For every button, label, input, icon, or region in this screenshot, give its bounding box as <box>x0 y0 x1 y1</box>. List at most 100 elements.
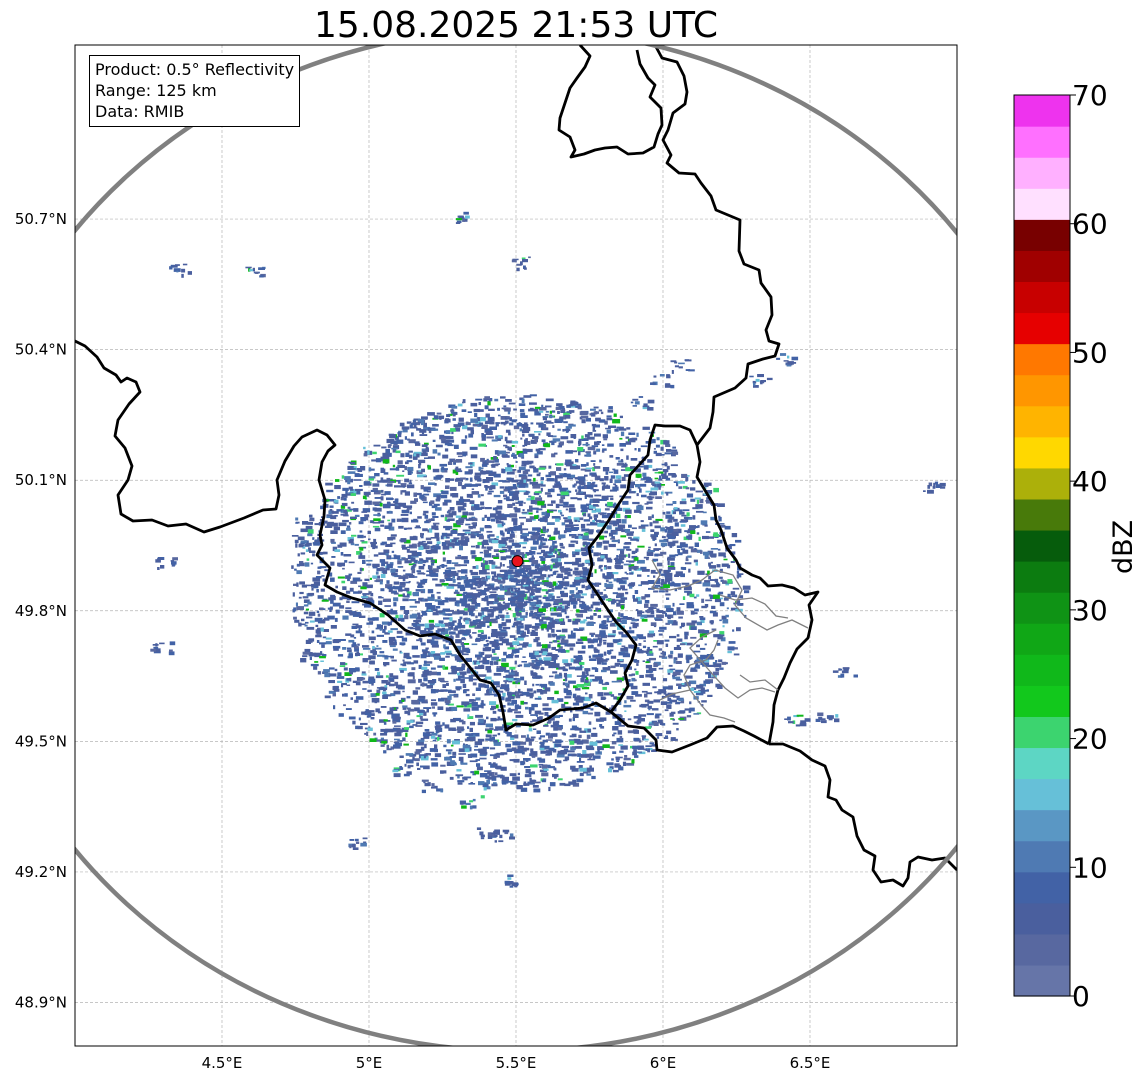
echo-cell <box>382 691 387 695</box>
echo-cell <box>558 642 565 645</box>
echo-cell <box>437 628 445 632</box>
echo-cell <box>582 569 588 572</box>
echo-cell <box>673 507 678 510</box>
echo-cell <box>676 683 682 686</box>
echo-cell <box>524 591 529 594</box>
echo-cell <box>570 540 576 543</box>
echo-cell <box>559 566 565 570</box>
echo-cell <box>387 481 395 483</box>
echo-cell <box>524 469 530 472</box>
echo-cell <box>349 508 356 511</box>
echo-cell <box>424 520 430 524</box>
echo-cell <box>520 603 527 606</box>
echo-cell <box>319 607 324 610</box>
echo-cell <box>498 435 502 438</box>
echo-cell <box>650 487 658 491</box>
echo-cell <box>627 481 635 486</box>
echo-cell <box>495 586 500 589</box>
echo-cell <box>379 501 382 504</box>
echo-cell <box>373 518 381 521</box>
echo-cell <box>430 608 438 612</box>
echo-cell <box>464 647 470 650</box>
echo-cell <box>427 589 431 594</box>
echo-cell <box>494 646 500 650</box>
echo-cell <box>451 539 457 542</box>
echo-cell <box>640 566 647 570</box>
echo-cell <box>449 546 452 549</box>
echo-cell <box>536 565 544 568</box>
echo-cell <box>556 403 563 407</box>
echo-cell <box>612 630 616 634</box>
echo-cell <box>426 753 431 756</box>
echo-cell <box>525 580 532 585</box>
echo-cell <box>325 641 332 645</box>
echo-cell <box>585 692 588 695</box>
echo-cell <box>455 678 461 681</box>
echo-cell <box>679 501 687 505</box>
echo-cell <box>475 583 478 587</box>
echo-cell <box>587 758 596 761</box>
echo-cell <box>470 587 477 590</box>
echo-cell <box>625 467 633 472</box>
echo-cell <box>481 700 484 704</box>
echo-cell <box>487 729 493 734</box>
echo-cell <box>712 612 718 617</box>
echo-cell <box>607 633 616 637</box>
echo-cell <box>527 781 535 785</box>
echo-cell <box>557 778 563 781</box>
echo-cell <box>652 558 659 562</box>
echo-cell <box>308 592 315 596</box>
echo-cell <box>665 702 673 704</box>
echo-cell <box>628 536 632 539</box>
echo-cell <box>400 519 404 522</box>
echo-cell <box>619 594 623 598</box>
echo-cell <box>485 666 491 671</box>
echo-cell <box>383 719 388 722</box>
echo-cell <box>691 623 696 626</box>
echo-cell <box>628 566 633 570</box>
echo-cell <box>340 509 345 513</box>
echo-cell <box>442 557 446 562</box>
echo-cell <box>610 665 616 669</box>
echo-cell <box>574 535 579 539</box>
echo-cell <box>406 460 413 463</box>
echo-cell <box>652 686 657 689</box>
echo-cell <box>394 586 403 590</box>
echo-cell <box>470 418 479 423</box>
echo-cell <box>403 574 409 579</box>
echo-cell <box>479 467 484 469</box>
echo-cell <box>421 610 427 614</box>
echo-cell <box>493 681 500 686</box>
echo-cell <box>630 622 636 624</box>
echo-cell <box>374 647 382 650</box>
echo-cell <box>671 451 679 455</box>
echo-cell <box>407 591 412 596</box>
echo-cell <box>586 767 594 772</box>
echo-cell <box>584 496 587 499</box>
echo-cell <box>380 588 385 592</box>
echo-cell <box>538 712 544 715</box>
echo-cell <box>681 683 685 687</box>
echo-cell <box>522 642 529 647</box>
echo-cell <box>417 709 425 713</box>
echo-cell <box>671 621 678 626</box>
echo-cell <box>640 703 649 707</box>
echo-cell <box>539 465 547 469</box>
echo-cell <box>576 628 583 631</box>
echo-cell <box>621 519 627 524</box>
echo-cell <box>404 595 407 598</box>
echo-cell <box>564 701 569 705</box>
echo-cell <box>625 591 629 595</box>
echo-cell <box>638 643 642 646</box>
echo-cell <box>514 593 517 596</box>
echo-cell <box>590 460 596 462</box>
echo-cell <box>486 602 490 606</box>
echo-cell <box>585 670 589 674</box>
echo-cell <box>520 437 523 440</box>
echo-cell <box>477 639 484 642</box>
echo-cell <box>672 676 681 680</box>
echo-cell <box>350 580 358 584</box>
echo-cell <box>652 535 657 540</box>
echo-cell <box>414 707 420 712</box>
echo-cell <box>465 421 469 424</box>
